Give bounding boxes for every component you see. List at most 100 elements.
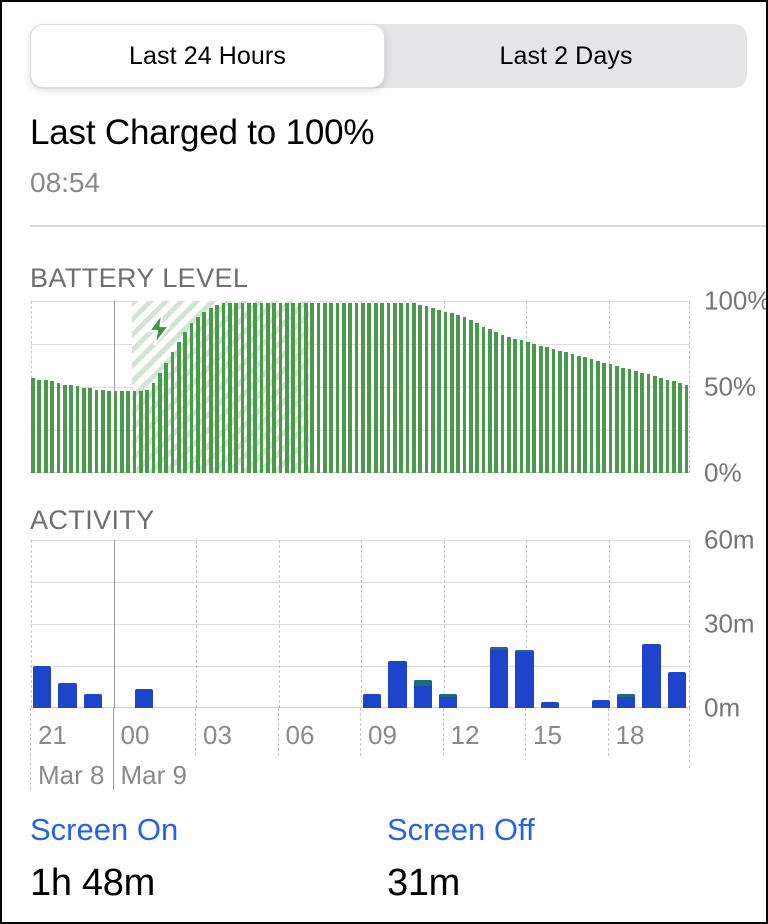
battery-level-bar [576,355,581,473]
battery-level-bar [564,352,568,473]
screen-on-label[interactable]: Screen On [30,812,179,847]
activity-gridline-h [30,582,690,583]
activity-plot-area [30,540,690,708]
battery-gridline-h [30,472,690,473]
header-divider [30,225,766,227]
battery-level-bar [602,362,606,473]
battery-level-bar [348,303,353,473]
battery-level-bar [196,316,200,473]
battery-level-bar [424,306,429,473]
battery-level-bar [614,365,619,473]
battery-level-bar [551,348,556,473]
battery-level-bar [278,303,283,473]
battery-level-bar [449,313,454,473]
activity-bar [413,680,433,708]
battery-level-bar [304,303,308,473]
activity-x-axis-hour-label: 18 [615,720,645,750]
battery-level-bar [507,337,511,473]
battery-level-bar [246,303,251,473]
activity-x-axis-hour-label: 15 [533,720,562,750]
last-charged-time: 08:54 [30,167,101,198]
battery-level-bar [640,372,645,473]
activity-bar [591,699,610,708]
battery-level-bar [221,303,226,473]
battery-level-bar [88,388,92,473]
battery-level-bar [227,303,232,473]
battery-level-bar [37,379,42,473]
activity-gridline-extension [607,708,609,756]
activity-gridline-extension [30,708,31,756]
activity-y-axis-label: 30m [704,608,755,639]
activity-day-separator [112,708,114,790]
battery-level-bar [399,303,403,473]
battery-level-bar [672,381,676,473]
activity-bar [616,694,636,708]
battery-level-bar [164,362,169,473]
activity-right-edge-extension [689,708,690,768]
battery-level-bar [265,303,270,473]
activity-bar [363,694,382,708]
battery-level-bar [253,303,257,473]
battery-level-bar [557,350,562,473]
activity-gridline-v [278,540,281,708]
activity-gridline-h [30,624,690,625]
activity-x-axis-day-label: Mar 8 [38,760,105,790]
activity-bar-screen-off-segment [515,649,534,653]
battery-level-bar [570,354,575,473]
time-range-segmented-control[interactable]: Last 24 Hours Last 2 Days [30,24,747,88]
activity-gridline-v [443,540,446,708]
activity-gridline-v [608,540,611,708]
battery-level-bar [488,328,492,473]
battery-level-bar [50,381,54,473]
battery-level-bar [62,384,67,473]
activity-gridline-extension [195,708,196,756]
battery-level-bar [621,367,625,473]
battery-level-bar [411,303,416,473]
activity-gridline-h [30,666,690,667]
activity-bar [33,666,52,708]
activity-section-title: ACTIVITY [30,505,155,535]
screen-off-label[interactable]: Screen Off [387,812,535,847]
activity-x-axis-hour-label: 12 [450,720,480,750]
activity-bar [515,649,534,708]
battery-level-bar [462,316,467,473]
activity-bar [540,702,559,708]
activity-gridline-v [525,540,528,708]
battery-level-bar [646,374,651,473]
battery-level-bar [665,379,670,473]
activity-x-axis-hour-label: 21 [38,720,67,750]
activity-gridline-extension [442,708,444,756]
battery-level-bar [386,303,391,473]
activity-gridline-v [195,540,198,708]
tab-last-24-hours[interactable]: Last 24 Hours [30,24,385,88]
battery-level-bar [684,384,689,473]
activity-bar-screen-off-segment [616,694,636,697]
battery-level-bar [595,360,600,473]
battery-level-bar [119,391,124,473]
activity-x-axis-day-label: Mar 9 [120,760,187,790]
battery-level-bar [139,391,143,473]
battery-level-bar [202,311,207,473]
battery-level-bar [405,303,410,473]
activity-chart [30,540,690,708]
battery-gridline-v-right [689,301,690,473]
battery-level-bar [354,303,359,473]
activity-x-axis-hour-label: 00 [120,720,150,750]
battery-level-bar [43,379,48,473]
battery-level-bar [297,303,302,473]
battery-y-axis-label: 0% [704,457,742,488]
last-charged-title: Last Charged to 100% [30,113,375,152]
tab-last-2-days[interactable]: Last 2 Days [385,24,747,88]
activity-bar [667,671,686,708]
activity-y-axis-label: 0m [704,692,741,723]
battery-level-bar [107,391,111,473]
battery-gridline-v [360,301,363,473]
battery-level-bar [189,323,194,473]
battery-level-bar [380,303,384,473]
battery-gridline-h [30,387,690,388]
battery-level-chart [30,301,690,473]
activity-x-axis-hour-label: 06 [285,720,315,750]
activity-bar-screen-off-segment [489,646,509,650]
battery-level-bar [310,303,315,473]
